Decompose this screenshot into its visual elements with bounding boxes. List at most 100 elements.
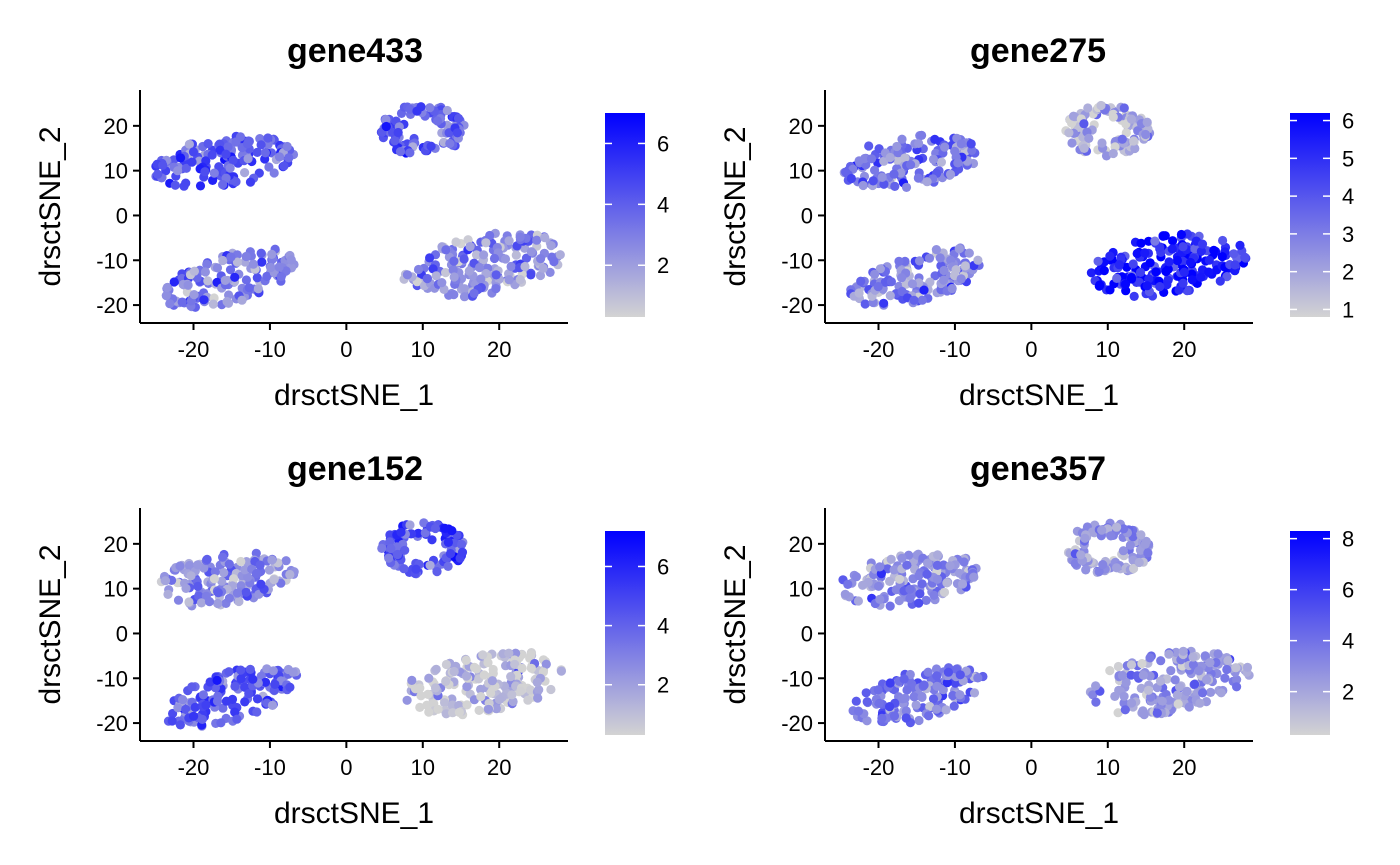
cell-point [160, 576, 171, 586]
cell-point [451, 237, 461, 247]
cell-point [220, 275, 230, 285]
y-tick-label: -20 [96, 293, 128, 318]
cell-point [457, 547, 468, 557]
cell-point [942, 678, 952, 688]
y-tick-label: 0 [801, 621, 813, 646]
cell-point [1084, 133, 1094, 143]
cell-point [969, 572, 979, 582]
cell-point [1135, 267, 1146, 277]
cell-point [902, 685, 912, 695]
y-tick-label: -20 [781, 711, 813, 736]
y-axis-title: drsctSNE_2 [34, 126, 67, 286]
cell-point [1168, 236, 1178, 246]
cell-point [491, 270, 501, 280]
cell-point [507, 690, 517, 700]
cell-point [540, 233, 550, 243]
x-tick-label: -20 [178, 337, 210, 362]
y-tick-label: -10 [781, 666, 813, 691]
colorbar-label: 6 [657, 131, 669, 156]
cell-point [945, 561, 955, 571]
cell-point [1187, 275, 1197, 285]
colorbar [1290, 531, 1330, 735]
cell-point [874, 698, 884, 708]
cell-point [245, 177, 256, 187]
cell-point [491, 284, 501, 294]
cell-point [958, 579, 968, 589]
cell-point [266, 262, 276, 273]
cell-point [279, 161, 289, 171]
cell-point [1155, 282, 1165, 292]
cell-point [1129, 136, 1139, 146]
cell-point [432, 567, 442, 577]
cell-point [928, 694, 939, 704]
cell-point [942, 578, 952, 588]
cell-point [402, 270, 412, 280]
cell-point [939, 265, 949, 276]
cell-point [256, 579, 266, 589]
cell-point [1178, 278, 1188, 288]
cell-point [939, 587, 950, 597]
cell-point [922, 177, 932, 187]
cell-point [1176, 229, 1186, 240]
cell-point [1232, 682, 1242, 692]
cell-point [532, 235, 542, 245]
cell-point [232, 588, 242, 598]
cell-point [491, 704, 501, 714]
cell-point [198, 690, 208, 700]
cell-point [173, 595, 184, 605]
cell-point [1215, 276, 1225, 286]
cell-point [911, 700, 921, 710]
cell-point [212, 696, 223, 706]
x-tick-label: -10 [254, 755, 286, 780]
cell-point [1242, 662, 1253, 672]
cell-point [441, 659, 451, 670]
feature-panel-gene152: gene152 -20 -10 0 10 20 -20 -10 0 10 20 drsctSNE_1 d… [34, 450, 669, 830]
cell-point [461, 671, 472, 681]
cell-point [399, 564, 409, 574]
cell-point [861, 688, 871, 698]
x-tick-label: -10 [939, 755, 971, 780]
cell-point [1067, 138, 1077, 148]
cell-point [964, 248, 974, 258]
colorbar-label: 4 [1342, 184, 1354, 209]
cell-point [510, 648, 521, 658]
cell-point [274, 152, 285, 162]
cell-point [190, 702, 200, 712]
colorbar-label: 2 [657, 253, 669, 278]
cell-point [423, 689, 433, 699]
cell-point [892, 155, 902, 165]
cell-point [1098, 560, 1108, 570]
cell-point [1230, 260, 1240, 270]
cell-point [1162, 280, 1172, 290]
cell-point [1204, 255, 1214, 265]
cell-point [1117, 134, 1127, 144]
cell-point [221, 149, 231, 159]
cell-point [853, 596, 863, 606]
cell-point [183, 280, 193, 290]
cell-point [1143, 548, 1153, 558]
cell-point [448, 265, 458, 275]
cell-point [973, 255, 983, 265]
cell-point [230, 272, 240, 282]
cell-point [1174, 285, 1184, 295]
cell-point [875, 594, 885, 604]
cell-point [177, 297, 187, 307]
cell-point [267, 555, 277, 565]
cell-point [1184, 702, 1194, 712]
cell-point [449, 272, 459, 282]
cell-point [856, 276, 866, 286]
cell-point [234, 596, 244, 607]
cell-point [917, 130, 927, 140]
cell-point [873, 685, 883, 695]
cell-point [483, 658, 493, 668]
cell-point [454, 707, 464, 717]
cell-point [200, 267, 210, 277]
cell-point [445, 138, 455, 149]
cell-point [935, 253, 945, 263]
colorbar-label: 4 [657, 192, 669, 217]
cell-point [923, 667, 933, 677]
cell-point [457, 539, 467, 550]
cell-point [1200, 651, 1210, 661]
cell-point [526, 270, 536, 280]
cell-point [1114, 260, 1124, 270]
